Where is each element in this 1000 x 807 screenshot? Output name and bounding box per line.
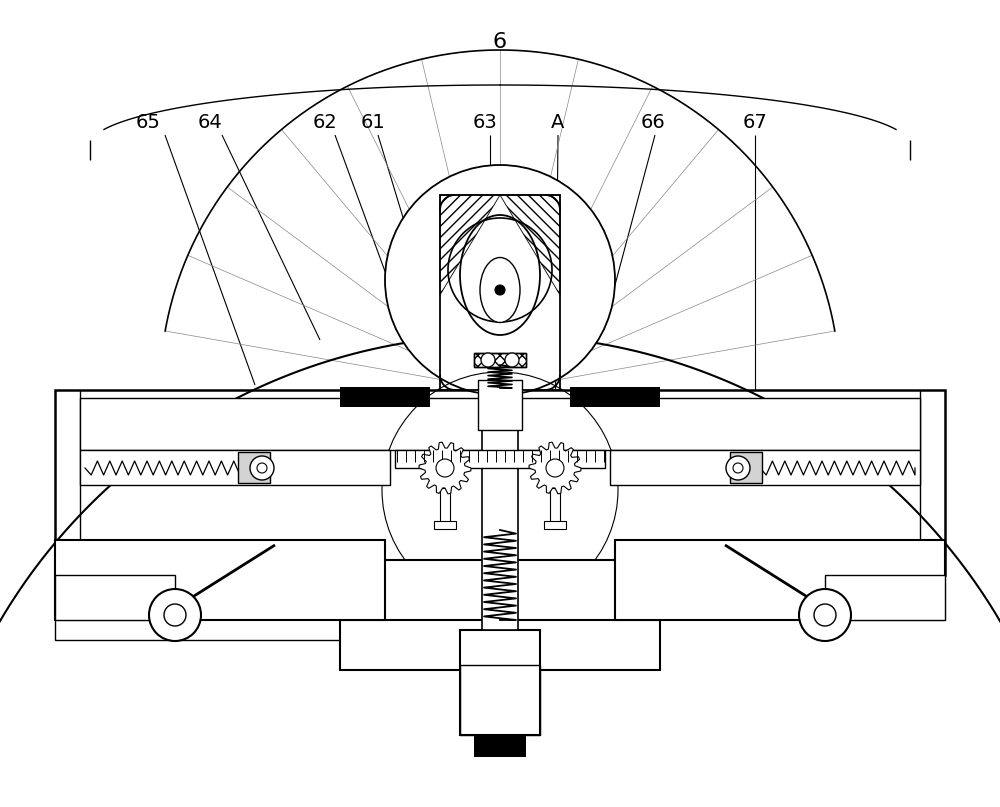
Text: 61: 61 bbox=[361, 112, 385, 132]
Bar bbox=[474, 735, 526, 757]
Circle shape bbox=[481, 353, 495, 367]
Bar bbox=[460, 665, 540, 735]
Bar bbox=[550, 488, 560, 523]
Circle shape bbox=[814, 604, 836, 626]
Text: A: A bbox=[551, 112, 565, 132]
Text: 66: 66 bbox=[641, 112, 665, 132]
Ellipse shape bbox=[480, 257, 520, 323]
Bar bbox=[80, 398, 920, 450]
Text: 64: 64 bbox=[198, 112, 222, 132]
Circle shape bbox=[149, 589, 201, 641]
Bar bbox=[238, 452, 270, 483]
Bar bbox=[825, 575, 945, 620]
Circle shape bbox=[250, 456, 274, 480]
Circle shape bbox=[164, 604, 186, 626]
Circle shape bbox=[436, 459, 454, 477]
Bar bbox=[570, 387, 660, 407]
Bar bbox=[615, 540, 945, 620]
Bar bbox=[482, 388, 518, 630]
Bar bbox=[340, 387, 430, 407]
Circle shape bbox=[799, 589, 851, 641]
Text: 62: 62 bbox=[313, 112, 337, 132]
Circle shape bbox=[733, 463, 743, 473]
Bar bbox=[478, 380, 522, 430]
Bar bbox=[544, 521, 566, 529]
Bar bbox=[55, 540, 385, 620]
Circle shape bbox=[505, 353, 519, 367]
Circle shape bbox=[385, 165, 615, 395]
Text: 6: 6 bbox=[493, 32, 507, 52]
Bar bbox=[730, 452, 762, 483]
Bar bbox=[380, 560, 620, 640]
Bar bbox=[610, 450, 920, 485]
Bar bbox=[55, 390, 945, 575]
Text: 67: 67 bbox=[743, 112, 767, 132]
Circle shape bbox=[257, 463, 267, 473]
Bar bbox=[474, 353, 526, 367]
Circle shape bbox=[495, 285, 505, 295]
Bar bbox=[55, 560, 385, 640]
Bar bbox=[395, 450, 605, 468]
Bar bbox=[82, 452, 388, 483]
Circle shape bbox=[546, 459, 564, 477]
Bar bbox=[460, 630, 540, 735]
Bar bbox=[474, 353, 526, 367]
Bar bbox=[55, 575, 175, 620]
Bar bbox=[612, 452, 918, 483]
Bar bbox=[434, 521, 456, 529]
Text: 63: 63 bbox=[473, 112, 497, 132]
Bar bbox=[440, 195, 560, 390]
Polygon shape bbox=[529, 442, 581, 494]
Bar bbox=[440, 488, 450, 523]
Circle shape bbox=[726, 456, 750, 480]
Text: 65: 65 bbox=[136, 112, 160, 132]
Polygon shape bbox=[419, 442, 471, 494]
Bar bbox=[80, 450, 390, 485]
Bar bbox=[340, 620, 660, 670]
